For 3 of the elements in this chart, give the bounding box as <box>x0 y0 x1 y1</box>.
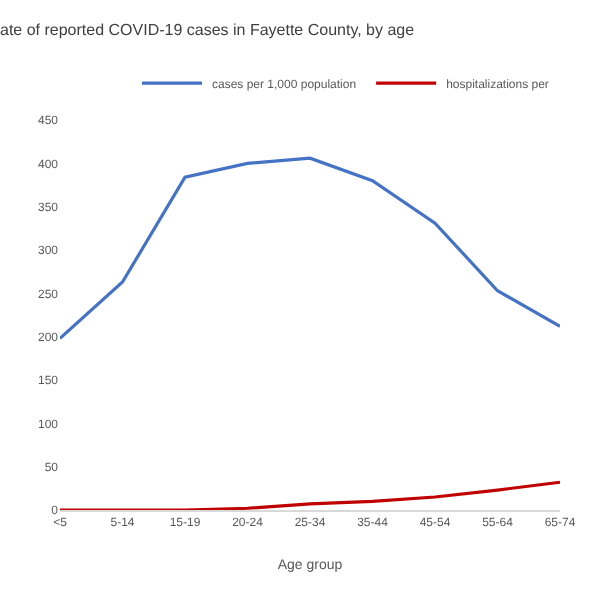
chart-title: ate of reported COVID-19 cases in Fayette County, by age <box>0 21 416 40</box>
line-series <box>60 480 560 510</box>
line-series <box>60 156 560 340</box>
